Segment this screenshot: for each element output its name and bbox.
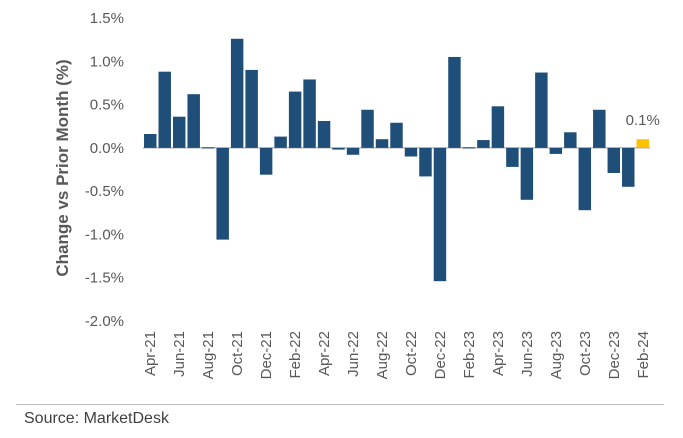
x-tick-label: Apr-22 — [316, 331, 333, 376]
y-tick-label: 0.5% — [90, 97, 124, 114]
x-tick-label: Feb-23 — [461, 331, 478, 379]
bar-sep-21 — [216, 147, 229, 240]
y-axis-title: Change vs Prior Month (%) — [53, 59, 72, 276]
bar-mar-23 — [477, 140, 490, 148]
bar-aug-23 — [549, 147, 563, 154]
x-tick-label: Dec-23 — [606, 331, 623, 379]
bar-dec-21 — [259, 147, 273, 175]
x-tick-label: Dec-22 — [432, 331, 449, 379]
bar-jun-22 — [346, 147, 360, 155]
x-tick-label: Jun-22 — [345, 331, 362, 377]
bar-jan-22 — [274, 136, 287, 148]
bar-dec-23 — [607, 147, 621, 173]
y-tick-label: -0.5% — [85, 183, 124, 200]
x-tick-label: Jun-23 — [519, 331, 536, 377]
bar-oct-23 — [578, 147, 592, 211]
bar-jul-21 — [187, 94, 200, 148]
bar-jun-23 — [520, 147, 534, 200]
source-note: Source: MarketDesk — [24, 410, 169, 427]
bar-feb-23 — [462, 147, 476, 149]
x-tick-label: Dec-21 — [258, 331, 275, 379]
bar-aug-21 — [201, 147, 215, 149]
x-tick-label: Apr-21 — [142, 331, 159, 376]
y-tick-label: 1.5% — [90, 10, 124, 27]
bar-data-label: 0.1% — [626, 112, 660, 129]
x-tick-label: Feb-24 — [635, 331, 652, 379]
x-tick-label: Oct-21 — [229, 331, 246, 376]
bar-oct-22 — [404, 147, 418, 157]
bar-jan-23 — [448, 56, 461, 148]
bar-oct-21 — [230, 38, 244, 148]
bar-may-23 — [506, 147, 519, 167]
bar-nov-21 — [245, 69, 258, 148]
bar-jan-24 — [622, 147, 635, 187]
bar-aug-22 — [375, 139, 389, 148]
bar-jul-22 — [361, 109, 374, 148]
bar-chart: Change vs Prior Month (%) -2.0% -1.5% -1.0… — [53, 10, 660, 379]
y-tick-label: 0.0% — [90, 140, 124, 157]
y-tick-label: -1.5% — [85, 270, 124, 287]
x-tick-label: Aug-23 — [548, 331, 565, 379]
bar-sep-23 — [564, 132, 577, 148]
bar-jun-21 — [172, 116, 186, 148]
bar-may-21 — [158, 71, 171, 148]
x-tick-label: Feb-22 — [287, 331, 304, 379]
x-tick-label: Oct-23 — [577, 331, 594, 376]
bar-apr-22 — [317, 121, 331, 148]
source-divider — [16, 404, 664, 405]
bar-jul-23 — [535, 72, 548, 148]
bar-nov-22 — [419, 147, 432, 177]
y-tick-label: 1.0% — [90, 53, 124, 70]
bar-apr-23 — [491, 106, 505, 148]
y-tick-label: -2.0% — [85, 313, 124, 330]
x-tick-label: Jun-21 — [171, 331, 188, 377]
bar-feb-24 — [636, 139, 649, 148]
y-tick-label: -1.0% — [85, 226, 124, 243]
bar-may-22 — [332, 147, 345, 150]
bar-feb-22 — [288, 91, 302, 148]
x-tick-label: Oct-22 — [403, 331, 420, 376]
x-tick-label: Aug-21 — [200, 331, 217, 379]
bar-dec-22 — [433, 147, 447, 282]
x-tick-label: Aug-22 — [374, 331, 391, 379]
bar-nov-23 — [593, 109, 606, 148]
x-tick-label: Apr-23 — [490, 331, 507, 376]
bar-mar-22 — [303, 79, 316, 148]
bar-apr-21 — [144, 134, 157, 148]
bar-sep-22 — [390, 122, 403, 148]
